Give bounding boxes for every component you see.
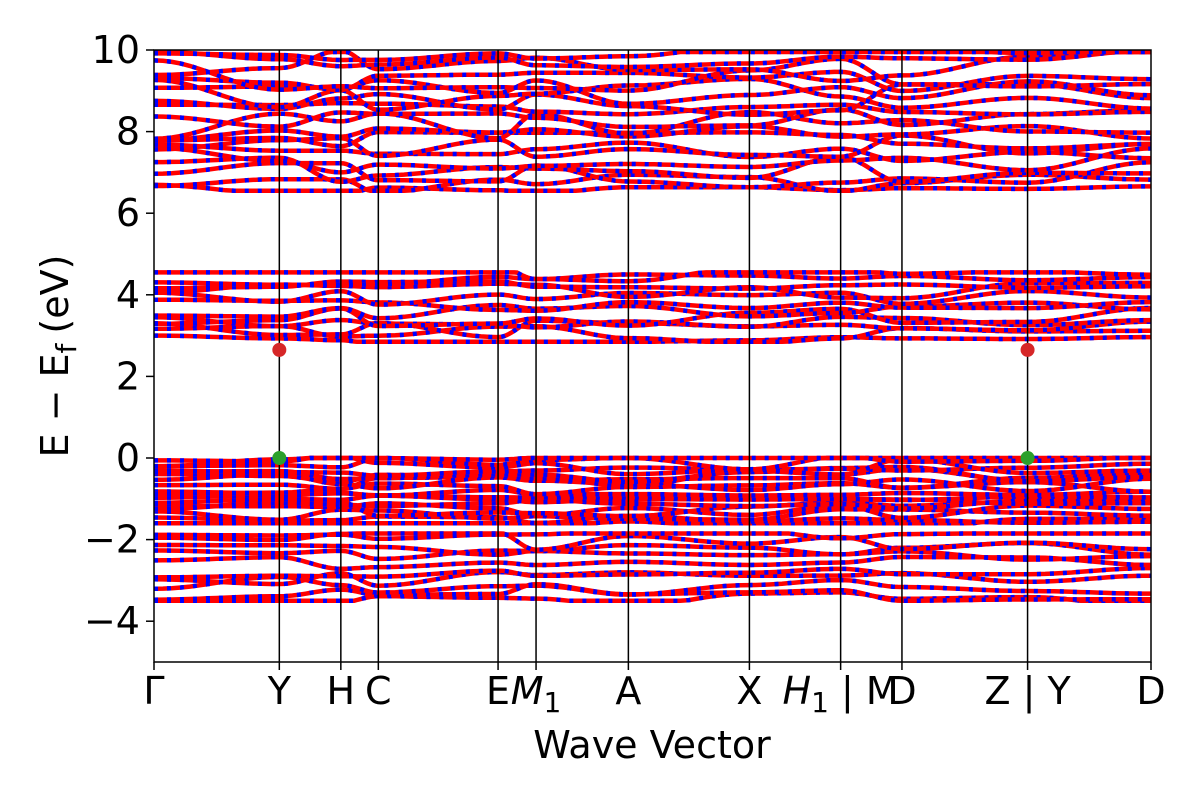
- band-3-5-overlay: [154, 554, 1151, 572]
- band-3-6: [154, 548, 1151, 562]
- x-tick-label-10: Z | Y: [984, 669, 1071, 714]
- band-2-13-overlay: [154, 464, 1151, 485]
- x-tick-label-11: D: [1136, 669, 1165, 713]
- band-lines: [154, 50, 1151, 604]
- y-axis-title-unit: (eV): [33, 255, 77, 334]
- band-1-10-overlay: [154, 272, 1151, 288]
- band-2-9-overlay: [154, 479, 1151, 497]
- band-0-0-overlay: [154, 182, 1151, 194]
- x-tick-label-4: E: [486, 669, 510, 713]
- band-edge-point-1: [272, 451, 287, 465]
- y-tick-label-0: −4: [84, 599, 140, 643]
- x-tick-label-3: C: [365, 669, 392, 713]
- band-0-18-overlay: [154, 50, 1151, 70]
- band-edge-point-3: [1020, 451, 1035, 465]
- y-tick-label-3: 2: [116, 354, 140, 398]
- x-tick-label-9: D: [887, 669, 916, 713]
- x-tick-label-5: M1: [511, 669, 562, 719]
- y-axis-title-sub: f: [50, 342, 83, 353]
- band-0-3: [154, 154, 1151, 185]
- band-0-11-overlay: [154, 100, 1151, 117]
- y-tick-label-4: 4: [116, 273, 140, 317]
- band-0-2: [154, 160, 1151, 190]
- band-2-2-overlay: [154, 507, 1151, 522]
- y-tick-label-7: 10: [92, 28, 140, 72]
- band-2-4-overlay: [154, 499, 1151, 519]
- y-tick-label-2: 0: [116, 436, 140, 480]
- band-1-8-overlay: [154, 280, 1151, 301]
- band-1-1-overlay: [154, 323, 1151, 344]
- band-1-3-overlay: [154, 314, 1151, 330]
- y-tick-label-6: 8: [116, 110, 140, 154]
- band-1-0-overlay: [154, 333, 1151, 344]
- band-2-17-overlay: [154, 455, 1151, 464]
- band-2-12-overlay: [154, 466, 1151, 488]
- x-tick-label-6: A: [615, 669, 641, 713]
- band-2-0-overlay: [154, 516, 1151, 526]
- y-axis-title: E − Ef (eV): [33, 255, 83, 458]
- band-3-6-overlay: [154, 548, 1151, 562]
- band-3-9-overlay: [154, 531, 1151, 542]
- x-tick-label-7: X: [736, 669, 762, 713]
- band-0-1-overlay: [154, 172, 1151, 194]
- x-tick-label-2: H: [327, 669, 356, 713]
- band-edge-markers: [272, 342, 1035, 465]
- x-axis-title: Wave Vector: [533, 723, 771, 767]
- plot-frame: [153, 49, 1152, 663]
- y-tick-label-1: −2: [84, 518, 140, 562]
- y-tick-label-5: 6: [116, 191, 140, 235]
- y-axis-title-main: E − E: [33, 353, 77, 457]
- x-tick-label-0: Γ: [143, 669, 164, 713]
- band-2-15-overlay: [154, 455, 1151, 477]
- band-2-5-overlay: [154, 497, 1151, 512]
- band-0-8-overlay: [154, 123, 1151, 143]
- band-1-9-overlay: [154, 279, 1151, 291]
- band-1-7: [154, 288, 1151, 307]
- band-0-5-overlay: [154, 140, 1151, 164]
- band-0-19-overlay: [154, 50, 1151, 63]
- band-1-6-overlay: [154, 297, 1151, 314]
- band-0-15-overlay: [154, 69, 1151, 94]
- high-symmetry-lines: [278, 50, 1029, 662]
- band-2-3-overlay: [154, 501, 1151, 521]
- x-tick-label-1: Y: [267, 669, 292, 713]
- band-3-2-overlay: [154, 574, 1151, 597]
- band-1-11-overlay: [154, 270, 1151, 284]
- band-0-4-overlay: [154, 145, 1151, 175]
- band-edge-point-0: [272, 342, 287, 357]
- band-edge-point-2: [1020, 342, 1035, 357]
- x-tick-label-8: H1 | M: [783, 669, 899, 719]
- band-2-14-overlay: [154, 461, 1151, 478]
- band-2-8-overlay: [154, 487, 1151, 498]
- band-0-10-overlay: [154, 107, 1151, 130]
- band-0-16-overlay: [154, 56, 1151, 93]
- y-axis-ticks: −4 −2 0 2 4 6 8 10: [84, 28, 154, 643]
- band-3-4-overlay: [154, 565, 1151, 580]
- band-2-7-overlay: [154, 491, 1151, 503]
